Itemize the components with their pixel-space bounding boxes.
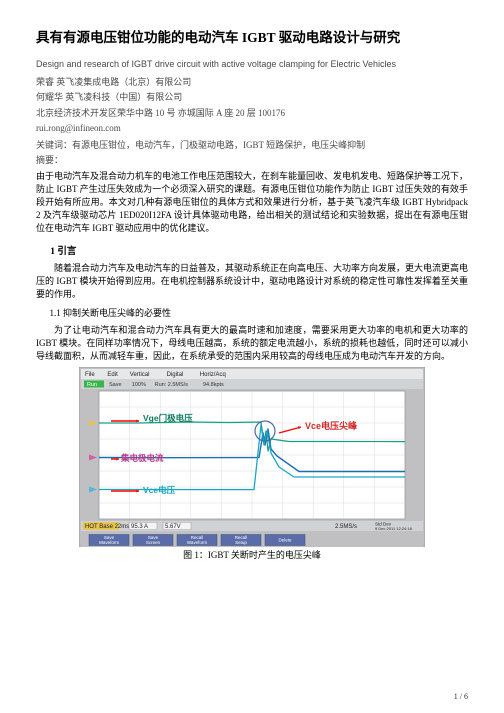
svg-text:Run: 2.5MS/s: Run: 2.5MS/s [155,382,189,388]
figure-1: File Edit Vertical Digital Horiz/Acq Run Save 1… [79,367,425,547]
abstract-body: 由于电动汽车及混合动力机车的电池工作电压范围较大，在刹车能量回收、发电机发电、短… [36,170,468,235]
svg-text:95.3 A: 95.3 A [131,524,148,530]
svg-text:Vertical: Vertical [130,372,150,378]
svg-text:Waveform: Waveform [187,540,208,545]
svg-text:Vce电压尖峰: Vce电压尖峰 [305,420,358,431]
svg-text:Setup: Setup [235,540,247,545]
email-line: rui.rong@infineon.com [36,122,468,136]
svg-text:Vge门极电压: Vge门极电压 [143,413,193,423]
page-number: 1 / 6 [454,691,468,703]
svg-text:Vce电压: Vce电压 [143,485,176,495]
address-line: 北京经济技术开发区荣华中路 10 号 亦城国际 A 座 20 层 100176 [36,107,468,121]
svg-text:File: File [85,372,95,378]
author-line-2: 何耀华 英飞凌科技（中国）有限公司 [36,91,468,105]
svg-text:Digital: Digital [167,372,184,378]
keywords-line: 关键词：有源电压钳位，电动汽车，门极驱动电路，IGBT 短路保护，电压尖峰抑制 [36,139,468,153]
svg-text:100%: 100% [132,382,146,388]
svg-text:Delete: Delete [278,538,292,543]
svg-text:集电极电流: 集电极电流 [120,453,164,463]
svg-text:Screen: Screen [146,540,161,545]
section-1-1-para: 为了让电动汽车和混合动力汽车具有更大的最高时速和加速度，需要采用更大功率的电机和… [36,324,468,363]
svg-text:Waveform: Waveform [99,540,120,545]
svg-text:Save: Save [109,382,122,388]
section-1-1-title: 1.1 抑制关断电压尖峰的必要性 [36,307,468,321]
svg-text:Horiz/Acq: Horiz/Acq [200,372,226,378]
figure-1-caption: 图 1：IGBT 关断时产生的电压尖峰 [36,549,468,563]
svg-text:5.67V: 5.67V [165,524,181,530]
title-cn: 具有有源电压钳位功能的电动汽车 IGBT 驱动电路设计与研究 [36,28,468,48]
abstract-label: 摘要： [36,154,468,168]
svg-text:HOT Base 22ms: HOT Base 22ms [85,524,129,530]
svg-text:Edit: Edit [107,372,118,378]
author-line-1: 荣睿 英飞凌集成电路（北京）有限公司 [36,76,468,90]
svg-text:Run: Run [87,382,97,388]
oscilloscope-chart: File Edit Vertical Digital Horiz/Acq Run Save 1… [79,367,425,547]
svg-text:94.8kpts: 94.8kpts [203,382,224,388]
svg-text:9 Dec 2011 12:24:18: 9 Dec 2011 12:24:18 [375,526,413,531]
section-1-para: 随着混合动力汽车及电动汽车的日益普及，其驱动系统正在向高电压、大功率方向发展，更… [36,262,468,301]
title-en: Design and research of IGBT drive circui… [36,58,468,72]
section-1-title: 1 引言 [36,245,468,259]
svg-text:2.5MS/s: 2.5MS/s [335,524,357,530]
